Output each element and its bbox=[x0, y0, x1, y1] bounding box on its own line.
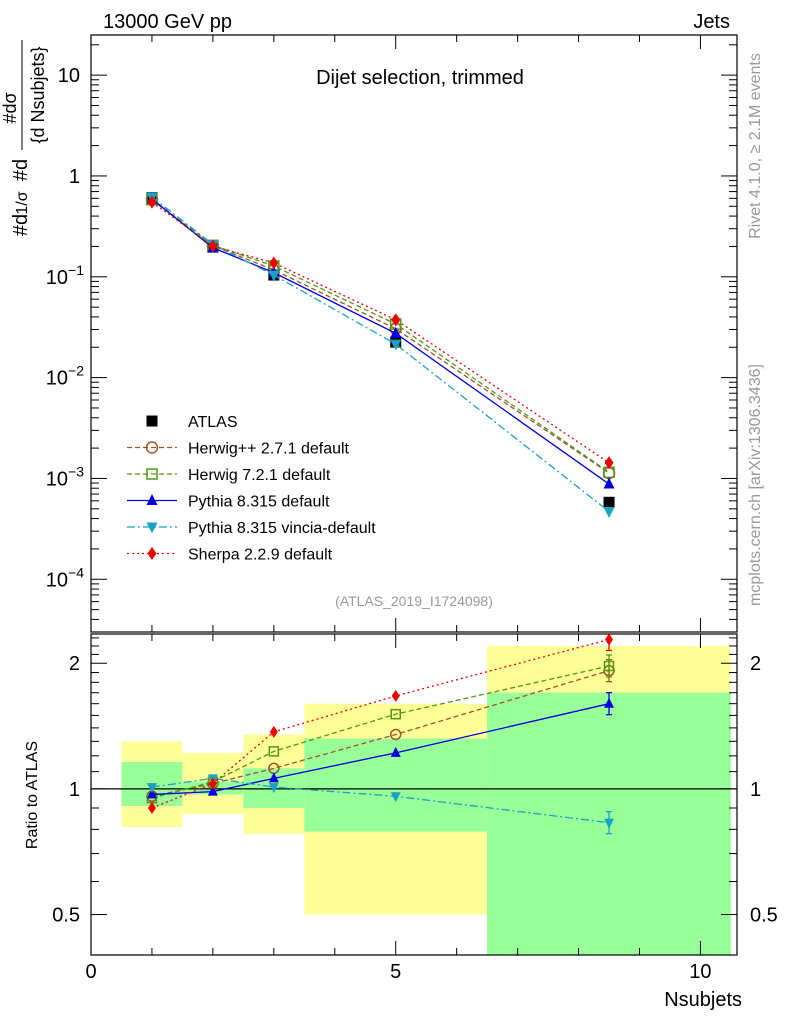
ylabel-prefix-2: #d bbox=[10, 159, 32, 181]
ratio-series-sherpa-2-2-9-default bbox=[147, 634, 614, 814]
point-pythia-8-315-default-4 bbox=[603, 477, 615, 489]
ratio-ytick-label-left-1: 1 bbox=[69, 779, 80, 801]
ratio-point-sherpa-2-2-9-default-2 bbox=[269, 725, 278, 738]
legend-marker-sherpa-2-2-9-default bbox=[147, 547, 157, 560]
ratio-plot-frame bbox=[90, 633, 738, 956]
line-sherpa-2-2-9-default bbox=[151, 201, 610, 464]
ratio-series-pythia-8-315-default bbox=[146, 692, 615, 799]
point-sherpa-2-2-9-default-3 bbox=[391, 313, 401, 327]
main-ytick-label-0: 10 bbox=[58, 65, 80, 87]
ratio-point-sherpa-2-2-9-default-3 bbox=[391, 689, 400, 702]
line-pythia-8-315-vincia-default bbox=[151, 196, 610, 513]
main-ytick-label-3: 10−2 bbox=[46, 363, 84, 390]
ylabel-numerator: #dσ bbox=[0, 92, 20, 123]
legend-marker-atlas bbox=[146, 415, 158, 427]
point-atlas-4 bbox=[603, 496, 615, 508]
main-ytick-label-2: 10−1 bbox=[46, 262, 84, 289]
legend-marker-herwig-2-7-1-default bbox=[145, 441, 159, 454]
legend-marker-herwig-7-2-1-default bbox=[146, 468, 158, 480]
ylabel-denominator: {d Nsubjets} bbox=[28, 46, 48, 143]
ratio-point-pythia-8-315-default-0 bbox=[146, 788, 157, 799]
legend-entry-herwig-7-2-1-default: Herwig 7.2.1 default bbox=[127, 467, 331, 484]
ylabel-frac: 1/σ bbox=[14, 191, 31, 214]
legend-entry-herwig-2-7-1-default: Herwig++ 2.7.1 default bbox=[127, 441, 350, 458]
ratio-point-sherpa-2-2-9-default-0 bbox=[147, 801, 156, 814]
ratio-point-pythia-8-315-default-1 bbox=[207, 785, 218, 796]
legend-entry-pythia-8-315-default: Pythia 8.315 default bbox=[127, 494, 330, 511]
rivet-label: Rivet 4.1.0, ≥ 2.1M events bbox=[747, 53, 764, 239]
ratio-panel: 2 2 1 1 0.5 0.5 0 5 10 Ratio to ATLAS Nsubjets bbox=[24, 633, 778, 1011]
main-ytick-label-1: 1 bbox=[69, 166, 80, 188]
xtick-label-2: 10 bbox=[689, 961, 711, 983]
ratio-ylabel: Ratio to ATLAS bbox=[24, 741, 41, 849]
ratio-point-pythia-8-315-default-4 bbox=[604, 697, 615, 708]
legend-entry-atlas: ATLAS bbox=[146, 414, 238, 431]
ratio-ytick-label-right-1: 1 bbox=[750, 779, 761, 801]
ratio-point-herwig-7-2-1-default-4 bbox=[603, 660, 615, 672]
ratio-point-herwig-7-2-1-default-2 bbox=[268, 746, 280, 757]
point-pythia-8-315-vincia-default-2 bbox=[268, 270, 280, 282]
ratio-point-pythia-8-315-vincia-default-3 bbox=[390, 792, 401, 803]
point-sherpa-2-2-9-default-4 bbox=[604, 456, 614, 470]
ratio-point-pythia-8-315-vincia-default-2 bbox=[268, 783, 279, 794]
main-panel: 10 1 10−1 10−2 10−3 10−4 Dijet selection, tri… bbox=[0, 34, 738, 633]
legend-label-pythia-8-315-vincia-default: Pythia 8.315 vincia-default bbox=[188, 520, 376, 537]
ratio-point-pythia-8-315-default-3 bbox=[390, 746, 401, 757]
ratio-ytick-label-right-0: 2 bbox=[750, 653, 761, 675]
plot-title: Dijet selection, trimmed bbox=[316, 67, 524, 89]
ratio-point-pythia-8-315-default-2 bbox=[268, 772, 279, 783]
main-plot-frame bbox=[90, 34, 738, 633]
series-sherpa-2-2-9-default bbox=[147, 195, 614, 470]
legend: ATLAS Herwig++ 2.7.1 default Herwig 7.2.1 … bbox=[127, 414, 376, 564]
legend-marker-pythia-8-315-default bbox=[146, 494, 158, 505]
ratio-ytick-label-left-0: 2 bbox=[69, 653, 80, 675]
xtick-label-0: 0 bbox=[85, 961, 96, 983]
ylabel-prefix: #d bbox=[10, 214, 32, 236]
legend-entry-pythia-8-315-vincia-default: Pythia 8.315 vincia-default bbox=[127, 520, 376, 537]
point-sherpa-2-2-9-default-2 bbox=[269, 256, 279, 270]
legend-label-sherpa-2-2-9-default: Sherpa 2.2.9 default bbox=[188, 547, 333, 564]
main-ytick-label-5: 10−4 bbox=[46, 564, 84, 591]
energy-label: 13000 GeV pp bbox=[103, 11, 232, 33]
x-axis-label: Nsubjets bbox=[664, 989, 742, 1011]
ratio-point-sherpa-2-2-9-default-4 bbox=[605, 634, 614, 646]
ratio-point-pythia-8-315-vincia-default-0 bbox=[146, 783, 157, 794]
series-atlas bbox=[146, 192, 615, 508]
legend-label-herwig-2-7-1-default: Herwig++ 2.7.1 default bbox=[188, 441, 350, 458]
ratio-ytick-label-right-2: 0.5 bbox=[750, 905, 778, 927]
point-pythia-8-315-vincia-default-3 bbox=[390, 339, 402, 351]
ratio-point-herwig-2-7-1-default-3 bbox=[389, 728, 402, 741]
point-pythia-8-315-default-3 bbox=[390, 326, 402, 338]
ratio-point-herwig-7-2-1-default-3 bbox=[390, 708, 401, 720]
legend-label-herwig-7-2-1-default: Herwig 7.2.1 default bbox=[188, 467, 331, 484]
legend-entry-sherpa-2-2-9-default: Sherpa 2.2.9 default bbox=[127, 547, 333, 564]
ratio-point-sherpa-2-2-9-default-1 bbox=[208, 777, 217, 790]
point-sherpa-2-2-9-default-0 bbox=[147, 195, 157, 209]
main-ytick-label-4: 10−3 bbox=[46, 463, 84, 490]
mcplots-label: mcplots.cern.ch [arXiv:1306.3436] bbox=[747, 364, 764, 606]
legend-label-atlas: ATLAS bbox=[188, 414, 238, 431]
analysis-id: (ATLAS_2019_I1724098) bbox=[335, 593, 493, 609]
main-ylabel: #d 1/σ #d #dσ {d Nsubjets} bbox=[0, 40, 48, 236]
point-pythia-8-315-vincia-default-4 bbox=[603, 507, 615, 519]
legend-marker-pythia-8-315-vincia-default bbox=[146, 522, 158, 534]
xtick-label-1: 5 bbox=[390, 961, 401, 983]
ratio-point-pythia-8-315-vincia-default-4 bbox=[604, 818, 615, 829]
ratio-line-herwig-7-2-1-default bbox=[151, 665, 610, 799]
ratio-series-pythia-8-315-vincia-default bbox=[146, 774, 615, 835]
legend-label-pythia-8-315-default: Pythia 8.315 default bbox=[188, 494, 330, 511]
category-label: Jets bbox=[693, 11, 730, 33]
ratio-ytick-label-left-2: 0.5 bbox=[52, 905, 80, 927]
point-sherpa-2-2-9-default-1 bbox=[208, 239, 218, 253]
